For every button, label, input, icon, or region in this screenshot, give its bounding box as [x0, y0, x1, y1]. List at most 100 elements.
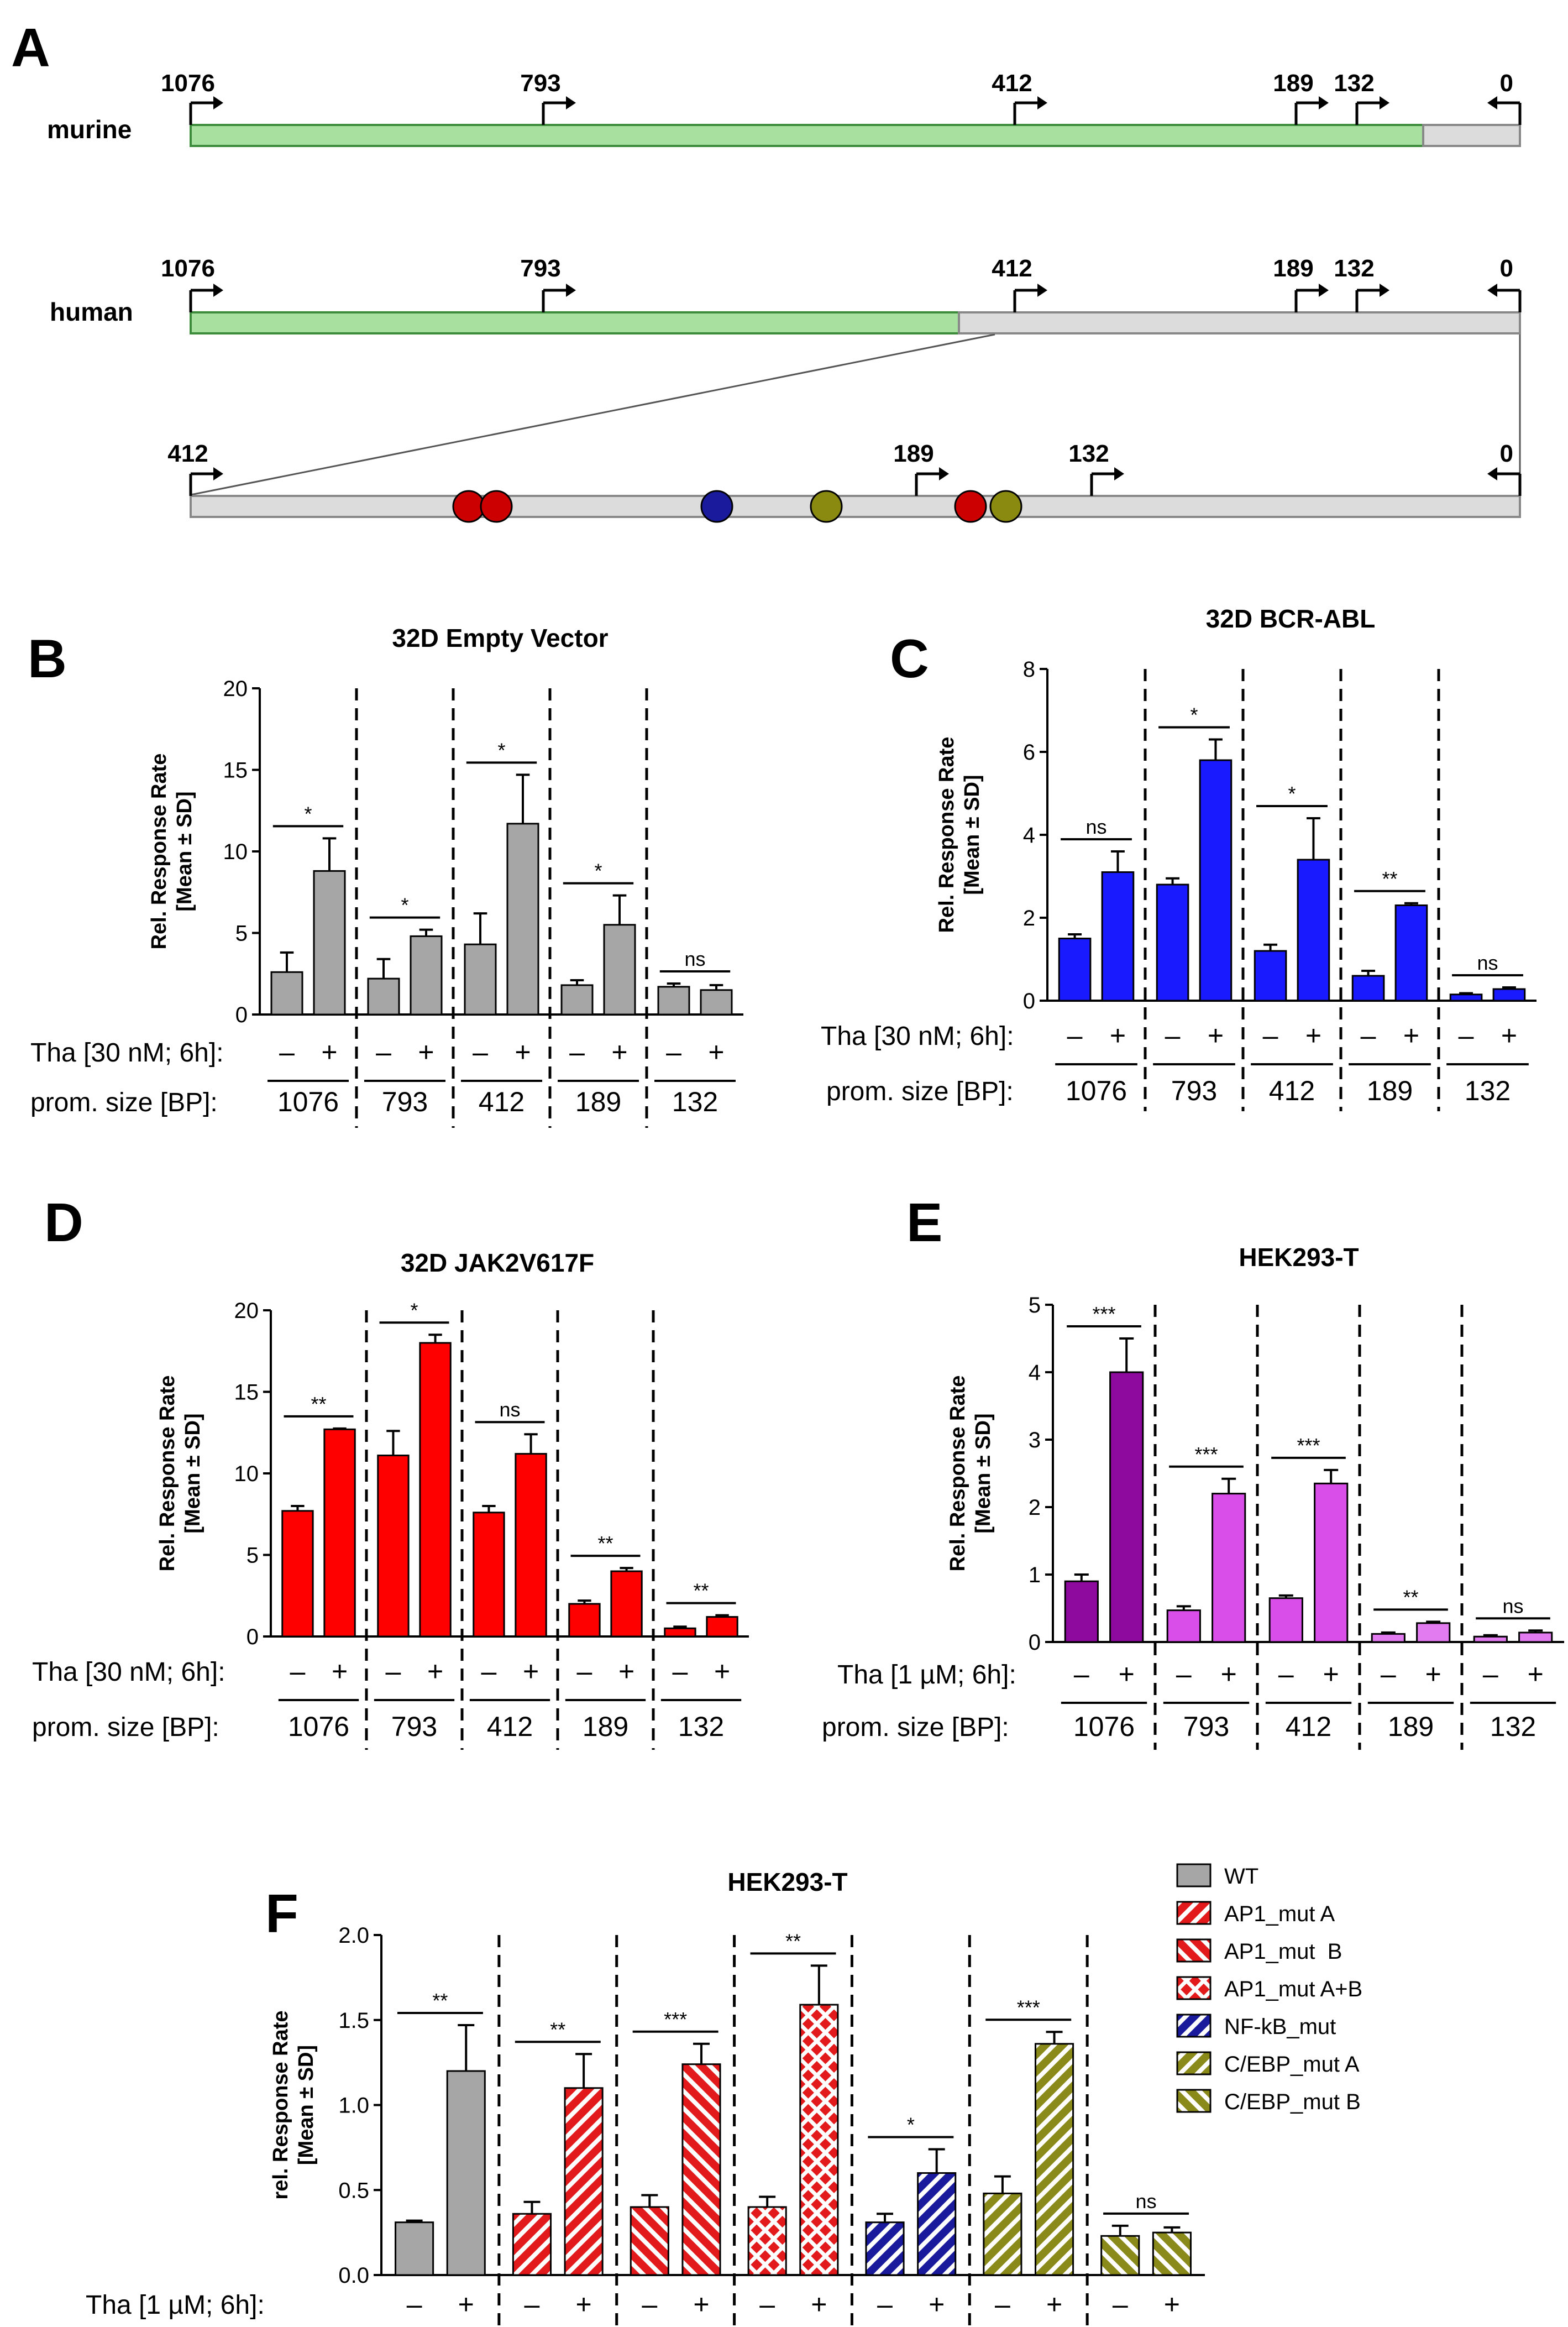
legend-swatch-wt — [1176, 1863, 1212, 1887]
promoter-position-label-1-3: 189 — [1273, 255, 1313, 282]
chart-0-bar-plus-1 — [410, 935, 443, 1016]
chart-2-treatment-label: Tha [30 nM; 6h]: — [32, 1657, 226, 1687]
chart-1-ylabel-2: [Mean ± SD] — [961, 775, 984, 895]
chart-1-group-label-1: 793 — [1171, 1075, 1217, 1106]
chart-4-sig-label-0: ** — [432, 1989, 448, 2012]
chart-1-treatment-symbol-minus-0: – — [1067, 1020, 1083, 1051]
promoter-arrow-1-5-head — [1487, 284, 1497, 297]
chart-4-treatment-symbol-minus-0: – — [407, 2289, 422, 2320]
cebp-site-1 — [810, 490, 843, 523]
chart-1-bar-minus-4 — [1449, 993, 1483, 1002]
chart-0-title: 32D Empty Vector — [392, 624, 608, 652]
chart-4-treatment-symbol-minus-2: – — [642, 2289, 657, 2320]
promoter-arrow-0-5 — [1487, 96, 1522, 125]
chart-2-bar-plus-4 — [706, 1616, 738, 1638]
human-promoter-bar-green — [190, 311, 960, 334]
chart-1-bar-minus-2 — [1254, 950, 1287, 1002]
chart-3-ytick-label: 3 — [1029, 1428, 1041, 1452]
chart-2-sig-label-2: ns — [499, 1398, 520, 1421]
legend-swatch-cebp-b — [1176, 2089, 1212, 2113]
chart-1-bar-plus-1 — [1199, 759, 1233, 1002]
chart-2-treatment-symbol-plus-3: + — [618, 1656, 634, 1687]
promoter-arrow-1-4-head — [1380, 284, 1389, 297]
panel-letter-c: C — [890, 628, 929, 689]
chart-1-bar-plus-0 — [1101, 871, 1135, 1002]
promoter-arrow-0-4-head — [1380, 96, 1389, 109]
chart-2-bar-plus-1 — [419, 1342, 452, 1638]
promoter-arrow-1-3 — [1294, 284, 1329, 312]
chart-4-treatment-symbol-plus-4: + — [929, 2289, 945, 2320]
chart-1-bar-plus-4 — [1492, 988, 1526, 1002]
chart-0-treatment-symbol-minus-3: – — [569, 1037, 585, 1068]
chart-0-bar-minus-4 — [657, 986, 690, 1016]
chart-2-bar-plus-2 — [515, 1453, 547, 1638]
legend-label-ap1-a: AP1_mut A — [1224, 1902, 1335, 1926]
chart-3-group-label-3: 189 — [1388, 1711, 1434, 1742]
chart-0-treatment-symbol-minus-0: – — [279, 1037, 295, 1068]
chart-3-treatment-symbol-plus-0: + — [1119, 1659, 1135, 1690]
chart-1-ytick-label: 8 — [1023, 657, 1035, 682]
chart-2-group-label-4: 132 — [678, 1711, 724, 1742]
murine-promoter-bar-green — [190, 124, 1424, 147]
chart-3-treatment-symbol-plus-1: + — [1221, 1659, 1237, 1690]
chart-4-bar-plus-1 — [564, 2087, 604, 2276]
chart-2-treatment-symbol-plus-0: + — [332, 1656, 348, 1687]
chart-1-sig-label-3: ** — [1382, 867, 1397, 890]
chart-1-treatment-symbol-minus-4: – — [1459, 1020, 1474, 1051]
promoter-arrow-2-2-head — [1114, 467, 1124, 480]
chart-1: 32D BCR-ABL 0 2 4 6 8 Rel. Response Rate [Mean … — [821, 604, 1536, 1111]
chart-0-treatment-symbol-plus-0: + — [321, 1037, 337, 1068]
chart-4-sig-label-4: * — [907, 2113, 915, 2136]
legend-label-cebp-b: C/EBP_mut B — [1224, 2090, 1361, 2114]
promoter-position-label-1-0: 1076 — [161, 255, 215, 282]
chart-1-sig-label-4: ns — [1477, 951, 1498, 974]
chart-4-treatment-symbol-plus-1: + — [576, 2289, 592, 2320]
promoter-arrow-0-4 — [1355, 96, 1389, 125]
chart-1-treatment-symbol-plus-0: + — [1110, 1020, 1126, 1051]
chart-4-sig-label-3: ** — [785, 1929, 801, 1952]
chart-2-sig-label-1: * — [410, 1299, 418, 1321]
chart-1-sig-label-2: * — [1288, 782, 1296, 805]
chart-1-ylabel-1: Rel. Response Rate — [935, 737, 958, 933]
chart-1-bar-minus-0 — [1058, 938, 1092, 1002]
promoter-arrow-0-0 — [189, 96, 223, 125]
chart-2-ylabel-1: Rel. Response Rate — [156, 1376, 179, 1572]
chart-4: HEK293-T 0.0 0.5 1.0 1.5 2.0 rel. Response Rat… — [86, 1868, 1205, 2327]
chart-3-sig-label-0: *** — [1092, 1303, 1115, 1325]
chart-4-bar-plus-5 — [1034, 2043, 1074, 2276]
chart-2-treatment-symbol-plus-2: + — [523, 1656, 539, 1687]
ap1-site-2 — [480, 490, 513, 523]
chart-2-treatment-symbol-minus-2: – — [481, 1656, 497, 1687]
chart-0-sig-label-3: * — [594, 860, 602, 882]
chart-1-title: 32D BCR-ABL — [1206, 604, 1376, 633]
chart-1-sig-label-0: ns — [1085, 815, 1106, 838]
chart-2-group-label-1: 793 — [391, 1711, 437, 1742]
chart-4-ytick-label: 0.5 — [338, 2178, 369, 2203]
chart-4-bar-plus-3 — [799, 2004, 839, 2276]
panel-letter-d: D — [44, 1192, 83, 1253]
chart-3-ytick-label: 1 — [1029, 1563, 1041, 1587]
chart-3-treatment-symbol-minus-4: – — [1483, 1659, 1498, 1690]
panel-letter-e: E — [906, 1192, 942, 1253]
chart-4-sig-label-2: *** — [664, 2008, 687, 2031]
legend-swatch-ap1-b — [1176, 1938, 1212, 1963]
chart-0-group-label-1: 793 — [382, 1086, 428, 1117]
chart-1-group-label-2: 412 — [1269, 1075, 1315, 1106]
chart-0: 32D Empty Vector 0 5 10 15 20 Rel. Response Ra… — [30, 624, 743, 1128]
promoter-arrow-0-3 — [1294, 96, 1329, 125]
chart-1-treatment-symbol-minus-1: – — [1165, 1020, 1181, 1051]
chart-4-treatment-symbol-plus-0: + — [458, 2289, 474, 2320]
chart-0-sig-label-0: * — [304, 802, 312, 825]
legend-swatch-nfkb — [1176, 2014, 1212, 2038]
chart-2-treatment-symbol-minus-4: – — [673, 1656, 688, 1687]
promoter-arrow-1-1 — [542, 284, 576, 312]
chart-0-treatment-symbol-minus-2: – — [473, 1037, 488, 1068]
chart-0-bar-minus-2 — [464, 943, 497, 1016]
chart-0-sig-label-2: * — [497, 739, 505, 761]
chart-4-treatment-symbol-plus-6: + — [1164, 2289, 1180, 2320]
chart-1-treatment-label: Tha [30 nM; 6h]: — [821, 1022, 1014, 1051]
chart-3-treatment-symbol-minus-3: – — [1381, 1659, 1396, 1690]
chart-2: 32D JAK2V617F 0 5 10 15 20 Rel. Response Rate[… — [32, 1248, 749, 1750]
chart-2-sig-label-3: ** — [597, 1532, 613, 1555]
